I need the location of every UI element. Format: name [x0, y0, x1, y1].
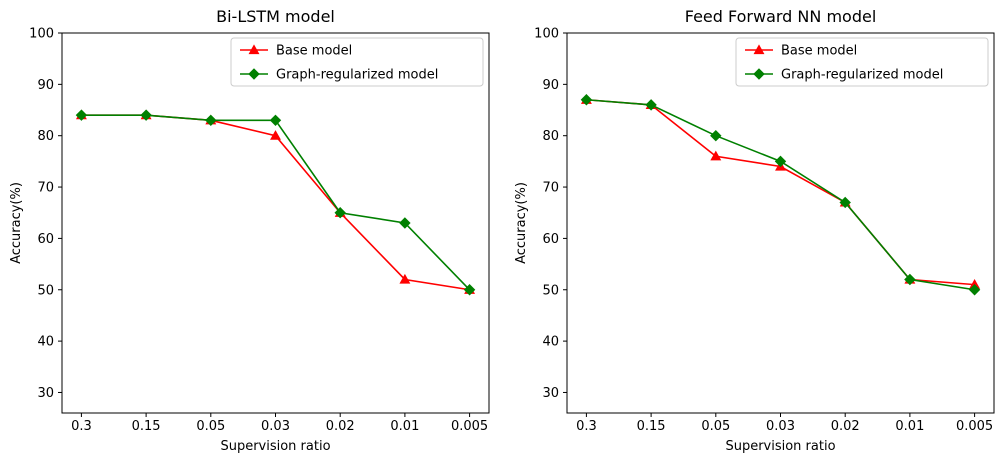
series-marker: [904, 273, 916, 286]
legend-sample-marker: [248, 68, 260, 80]
legend-box: [735, 37, 989, 87]
legend-label: Base model: [276, 44, 352, 59]
chart-title: Bi-LSTM model: [216, 7, 335, 26]
series-marker: [710, 150, 722, 161]
legend-sample-marker: [753, 68, 765, 80]
x-tick-label: 0.02: [326, 419, 355, 434]
series-line-graph-regularized: [586, 98, 975, 291]
plot-border: [566, 32, 995, 414]
y-tick-label: 70: [37, 181, 54, 196]
legend-sample-marker: [248, 44, 260, 55]
x-tick-label: 0.15: [132, 419, 161, 434]
chart-title: Feed Forward NN model: [685, 7, 877, 26]
y-tick-label: 40: [37, 335, 54, 350]
series-marker: [774, 155, 787, 168]
x-tick-label: 0.05: [701, 419, 730, 434]
series-marker: [334, 207, 346, 219]
y-tick-label: 50: [542, 283, 559, 298]
y-tick-label: 30: [37, 386, 54, 401]
series-marker: [399, 217, 411, 229]
series-marker: [968, 284, 981, 296]
y-axis-label: Accuracy(%): [514, 182, 529, 264]
x-axis-label: Supervision ratio: [725, 439, 835, 454]
x-tick-label: 0.03: [766, 419, 795, 434]
series-marker: [399, 273, 411, 284]
series-marker: [205, 114, 217, 127]
series-line-base: [586, 98, 975, 286]
x-tick-label: 0.005: [451, 419, 488, 434]
x-tick-label: 0.3: [71, 419, 92, 434]
bi-lstm-chart: 30 40 50 60 70 80 90 100 0.3 0.15 0.05 0.03 0.02 0.01…: [9, 7, 490, 454]
y-tick-label: 50: [37, 283, 54, 298]
legend-label: Graph-regularized model: [781, 68, 943, 83]
y-tick-label: 80: [542, 129, 559, 144]
y-tick-label: 60: [37, 232, 54, 247]
series-marker: [75, 109, 88, 121]
y-tick-label: 40: [542, 335, 559, 350]
y-tick-label: 70: [542, 181, 559, 196]
x-tick-label: 0.03: [261, 419, 290, 434]
series-marker: [580, 94, 593, 106]
x-tick-label: 0.01: [895, 419, 924, 434]
series-marker: [270, 130, 281, 140]
x-tick-label: 0.05: [196, 419, 225, 434]
series-line-graph-regularized: [81, 114, 471, 291]
y-tick-label: 30: [542, 386, 559, 401]
x-tick-label: 0.005: [956, 419, 993, 434]
series-marker: [839, 196, 851, 209]
y-tick-label: 100: [29, 27, 54, 42]
legend-sample-marker: [753, 44, 765, 55]
feed-forward-chart: 30 40 50 60 70 80 90 100 0.3 0.15 0.05 0.03 0.02 0.01…: [514, 7, 995, 454]
x-tick-label: 0.3: [576, 419, 597, 434]
series-line-base: [81, 114, 470, 291]
y-tick-label: 80: [37, 129, 54, 144]
series-marker: [140, 109, 152, 121]
y-axis-label: Accuracy(%): [9, 182, 24, 264]
x-axis-label: Supervision ratio: [220, 439, 330, 454]
x-tick-label: 0.15: [637, 419, 666, 434]
y-tick-label: 100: [534, 27, 559, 42]
y-tick-label: 90: [542, 78, 559, 93]
series-marker: [463, 284, 476, 296]
x-tick-label: 0.02: [831, 419, 860, 434]
series-marker: [710, 129, 722, 142]
legend-label: Graph-regularized model: [276, 68, 438, 83]
series-marker: [269, 114, 282, 127]
y-tick-label: 90: [37, 78, 54, 93]
plot-border: [61, 32, 490, 414]
legend-label: Base model: [781, 44, 857, 59]
y-tick-label: 60: [542, 232, 559, 247]
legend-box: [230, 37, 484, 87]
series-marker: [645, 99, 657, 111]
x-tick-label: 0.01: [390, 419, 419, 434]
